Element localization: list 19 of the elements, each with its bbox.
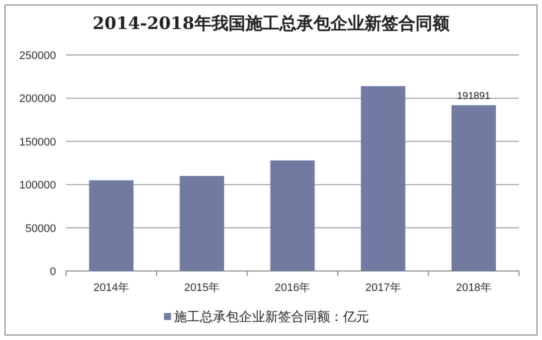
x-tick-label: 2016年 — [274, 282, 310, 294]
bar — [180, 176, 224, 271]
x-tick-label: 2014年 — [94, 282, 130, 294]
legend-label: 施工总承包企业新签合同额：亿元 — [174, 309, 369, 324]
data-label: 191891 — [457, 91, 491, 102]
y-tick-label: 150000 — [19, 136, 56, 148]
x-tick-label: 2017年 — [365, 282, 401, 294]
bar — [452, 105, 496, 271]
x-tick-label: 2015年 — [184, 282, 220, 294]
x-tick-label: 2018年 — [456, 282, 492, 294]
bar — [270, 160, 315, 271]
y-tick-label: 200000 — [19, 93, 56, 106]
bar — [89, 180, 134, 271]
y-tick-label: 50000 — [25, 222, 56, 235]
chart-title: 2014-2018年我国施工总承包企业新签合同额 — [92, 14, 450, 34]
y-tick-label: 250000 — [19, 50, 56, 62]
y-tick-label: 0 — [50, 266, 56, 278]
bar — [360, 86, 406, 271]
y-tick-label: 100000 — [19, 180, 56, 192]
